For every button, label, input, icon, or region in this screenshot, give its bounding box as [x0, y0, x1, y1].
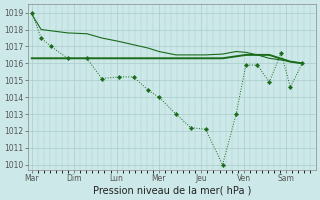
X-axis label: Pression niveau de la mer( hPa ): Pression niveau de la mer( hPa ) — [92, 186, 251, 196]
